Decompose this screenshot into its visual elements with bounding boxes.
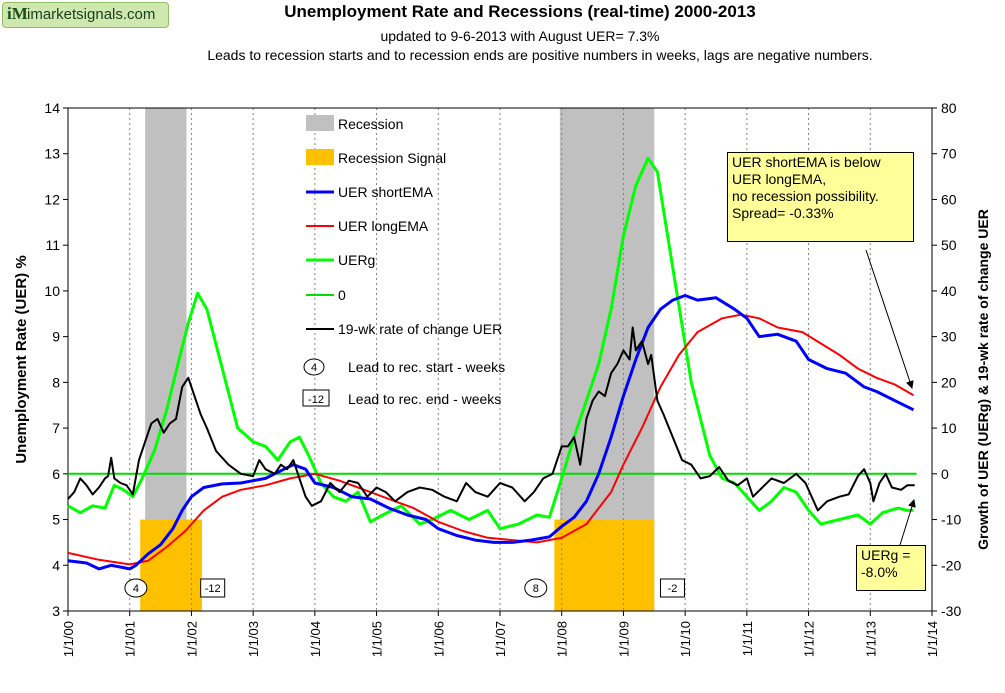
right-axis-title: Growth of UER (UERg) & 19-wk rate of cha…: [975, 209, 991, 550]
spread-note-line: no recession possibility.: [732, 188, 879, 204]
uerg-note: UERg = -8.0%: [856, 545, 926, 591]
legend-label: Recession Signal: [338, 150, 446, 166]
left-tick-label: 4: [52, 557, 60, 573]
chart-subtitle: updated to 9-6-2013 with August UER= 7.3…: [380, 28, 660, 44]
lead-end-label: -2: [668, 583, 678, 595]
left-tick-label: 6: [52, 466, 60, 482]
spread-note-line: UER longEMA,: [732, 171, 827, 187]
x-tick-label: 1/1/14: [925, 621, 940, 657]
lead-start-label: 8: [533, 583, 539, 595]
logo-text: imarketsignals.com: [27, 6, 156, 23]
uerg-note-line: UERg =: [861, 547, 911, 563]
right-tick-label: 10: [941, 420, 957, 436]
left-tick-label: 11: [45, 237, 60, 253]
legend-label: Recession: [338, 116, 403, 132]
x-tick-label: 1/1/02: [184, 621, 199, 657]
x-tick-label: 1/1/08: [555, 621, 570, 657]
right-tick-label: -30: [941, 603, 961, 619]
recession-signal-block: [554, 519, 655, 611]
x-tick-label: 1/1/04: [308, 621, 323, 657]
legend-swatch-text: -12: [308, 394, 324, 406]
series-line-uer-shortema: [67, 294, 915, 571]
x-tick-label: 1/1/10: [678, 621, 693, 657]
left-axis-title: Unemployment Rate (UER) %: [13, 255, 30, 463]
right-tick-label: 0: [941, 466, 949, 482]
right-tick-label: 20: [941, 374, 957, 390]
left-tick-label: 14: [44, 100, 60, 116]
x-tick-label: 1/1/09: [616, 621, 631, 657]
left-tick-label: 10: [44, 283, 60, 299]
left-tick-label: 13: [44, 146, 60, 162]
spread-note-line: UER shortEMA is below: [732, 154, 881, 170]
left-tick-label: 7: [52, 420, 60, 436]
x-tick-label: 1/1/12: [802, 621, 817, 657]
left-tick-label: 8: [52, 374, 60, 390]
lead-start-label: 4: [133, 583, 139, 595]
lead-end-label: -12: [205, 583, 221, 595]
right-tick-label: 30: [941, 329, 957, 345]
right-tick-label: 80: [941, 100, 957, 116]
x-tick-label: 1/1/05: [370, 621, 385, 657]
spread-note: UER shortEMA is below UER longEMA, no re…: [727, 152, 914, 242]
left-tick-label: 12: [44, 191, 60, 207]
series-line-19-wk-rate-of-change-uer: [67, 326, 915, 512]
right-tick-label: 50: [941, 237, 957, 253]
lead-start-marker: [124, 578, 148, 598]
lead-end-marker: [659, 578, 685, 598]
spread-note-line: Spread= -0.33%: [732, 205, 834, 221]
x-tick-label: 1/1/01: [123, 621, 138, 657]
left-tick-label: 5: [52, 512, 60, 528]
chart-title: Unemployment Rate and Recessions (real-t…: [284, 2, 756, 21]
legend-label: UERg: [338, 252, 375, 268]
x-tick-label: 1/1/03: [246, 621, 261, 657]
right-tick-label: 70: [941, 146, 957, 162]
right-tick-label: 60: [941, 191, 957, 207]
legend-label: 0: [338, 287, 346, 303]
legend-label: Lead to rec. start - weeks: [348, 359, 505, 375]
lead-end-marker: [200, 578, 226, 598]
legend-swatch-end-lead: [302, 389, 330, 407]
series-line-uerg: [67, 156, 914, 531]
site-logo[interactable]: iM imarketsignals.com: [2, 2, 169, 28]
x-tick-label: 1/1/07: [493, 621, 508, 657]
legend-swatch-recession: [306, 115, 334, 131]
legend-label: 19-wk rate of change UER: [338, 321, 502, 337]
chart-note: Leads to recession starts and to recessi…: [207, 47, 873, 63]
right-tick-label: 40: [941, 283, 957, 299]
legend-swatch-text: 4: [311, 362, 317, 374]
x-tick-label: 1/1/00: [61, 621, 76, 657]
uerg-note-line: -8.0%: [861, 564, 898, 580]
legend-label: UER longEMA: [338, 218, 429, 234]
spread-note-arrow: [865, 249, 914, 389]
legend-swatch-signal: [306, 149, 334, 165]
legend-label: Lead to rec. end - weeks: [348, 391, 501, 407]
left-tick-label: 9: [52, 329, 60, 345]
right-tick-label: -20: [941, 557, 961, 573]
x-tick-label: 1/1/13: [863, 621, 878, 657]
uerg-note-arrow: [899, 499, 916, 546]
left-tick-label: 3: [52, 603, 60, 619]
legend-swatch-start-lead: [303, 358, 325, 376]
legend-label: UER shortEMA: [338, 184, 434, 200]
right-tick-label: -10: [941, 512, 961, 528]
lead-start-marker: [524, 578, 548, 598]
x-tick-label: 1/1/06: [431, 621, 446, 657]
x-tick-label: 1/1/11: [740, 621, 755, 656]
logo-mark: iM: [7, 4, 28, 23]
